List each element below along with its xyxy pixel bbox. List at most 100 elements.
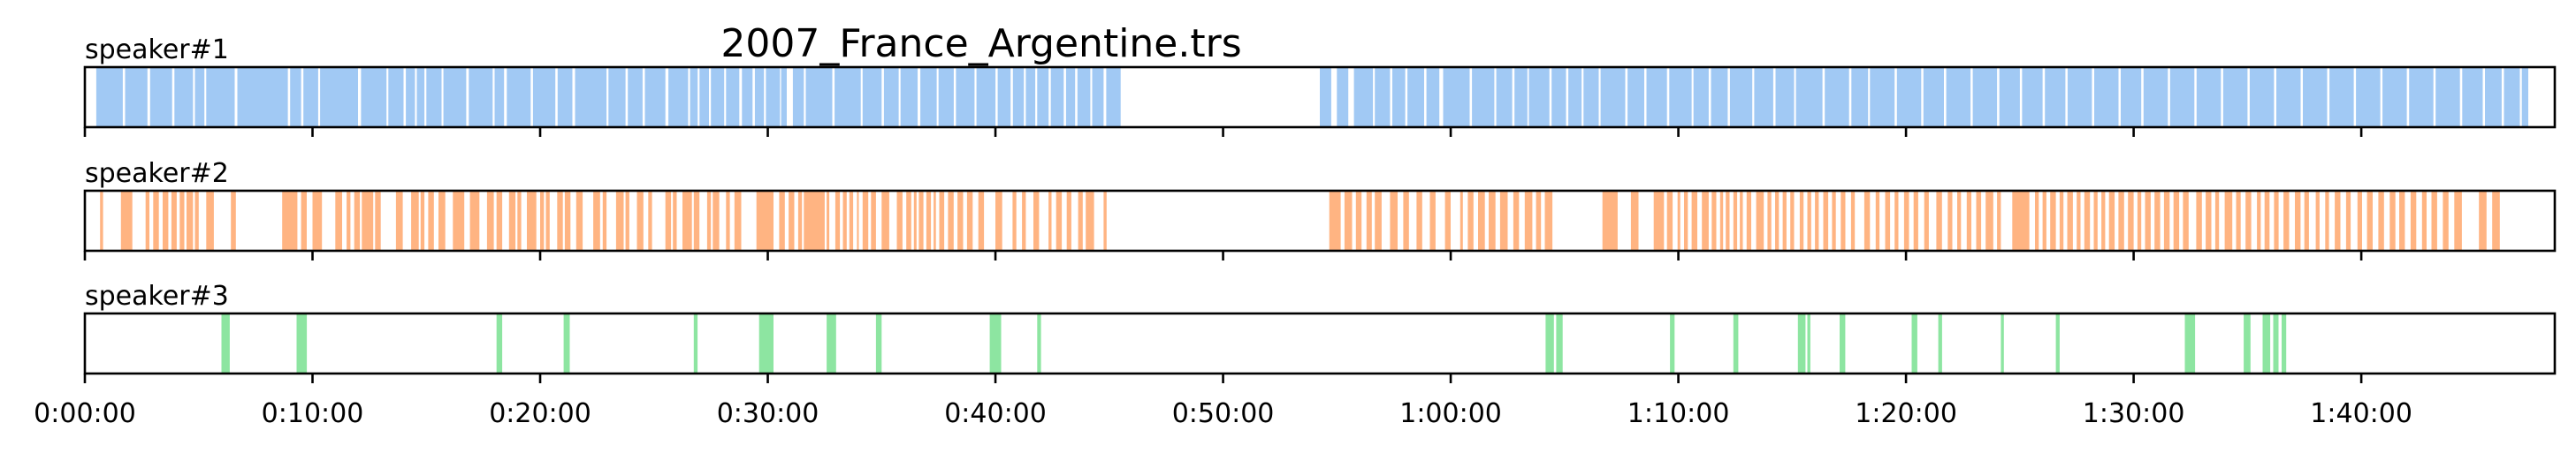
speech-segment — [644, 67, 666, 127]
speech-segment — [1459, 191, 1463, 251]
speech-segment — [469, 191, 480, 251]
speech-segment — [411, 191, 419, 251]
speech-segment — [900, 67, 918, 127]
speech-segment — [665, 191, 672, 251]
speech-segment — [335, 191, 342, 251]
speech-segment — [1078, 191, 1083, 251]
speech-segment — [2137, 191, 2142, 251]
speech-segment — [1691, 191, 1697, 251]
speech-segment — [2077, 191, 2081, 251]
speech-segment — [805, 67, 833, 127]
speech-segment — [938, 67, 954, 127]
speech-segment — [194, 67, 205, 127]
speech-segment — [1403, 191, 1409, 251]
speech-segment — [1033, 191, 1040, 251]
track-label: speaker#3 — [85, 281, 229, 312]
speech-segment — [862, 67, 882, 127]
speech-segment — [693, 191, 700, 251]
speech-segment — [2183, 191, 2189, 251]
speech-segment — [2357, 191, 2362, 251]
speech-segment — [362, 191, 374, 251]
speech-segment — [301, 191, 307, 251]
speech-segment — [699, 67, 709, 127]
speech-segment — [1896, 67, 1922, 127]
speech-segment — [2236, 191, 2241, 251]
speech-segment — [948, 191, 954, 251]
speech-segment — [758, 313, 774, 374]
speech-segment — [593, 191, 600, 251]
speech-segment — [2050, 191, 2056, 251]
speech-segment — [2245, 191, 2252, 251]
speech-segment — [766, 67, 781, 127]
speech-segment — [673, 191, 677, 251]
speech-segment — [1999, 67, 2020, 127]
speech-segment — [2409, 67, 2434, 127]
speech-segment — [2274, 191, 2279, 251]
speech-segment — [711, 67, 725, 127]
speech-segment — [1729, 67, 1753, 127]
speech-segment — [2108, 191, 2115, 251]
speech-segment — [1947, 191, 1953, 251]
speech-segment — [2067, 67, 2092, 127]
speech-segment — [1972, 67, 1998, 127]
speech-segment — [1754, 67, 1773, 127]
speech-segment — [789, 191, 795, 251]
speech-segment — [734, 191, 742, 251]
speech-segment — [171, 191, 177, 251]
speech-segment — [1355, 191, 1362, 251]
speech-segment — [1669, 67, 1692, 127]
speech-segment — [1353, 67, 1374, 127]
speech-segment — [575, 191, 583, 251]
speech-segment — [1850, 191, 1856, 251]
speech-segment — [1733, 313, 1739, 374]
speech-segment — [827, 313, 836, 374]
track-frame — [83, 65, 2557, 129]
speech-segment — [2521, 67, 2528, 127]
speech-segment — [2084, 191, 2091, 251]
speech-segment — [1443, 67, 1470, 127]
speech-segment — [2093, 191, 2098, 251]
speech-segment — [2283, 191, 2290, 251]
speech-segment — [312, 191, 323, 251]
speech-segment — [1782, 191, 1787, 251]
speech-segment — [206, 67, 235, 127]
speech-segment — [797, 191, 803, 251]
speech-segment — [508, 191, 516, 251]
x-axis: 0:00:00 0:10:00 0:20:00 0:30:00 0:40:00 0:50:… — [34, 398, 2412, 429]
speech-segment — [1375, 191, 1382, 251]
speech-segment — [2431, 191, 2437, 251]
speech-segment — [2443, 191, 2449, 251]
speech-segment — [1938, 313, 1942, 374]
speech-segment — [693, 313, 698, 374]
speech-segment — [918, 191, 924, 251]
speech-segment — [1823, 191, 1829, 251]
speech-segment — [453, 191, 465, 251]
speech-segment — [1790, 191, 1795, 251]
speech-segment — [779, 191, 785, 251]
speech-segment — [835, 67, 861, 127]
tick-label: 1:20:00 — [1855, 398, 1957, 429]
speech-segment — [2273, 313, 2279, 374]
chart-title: 2007_France_Argentine.trs — [720, 21, 1241, 66]
speech-segment — [2378, 191, 2384, 251]
speech-segment — [1894, 191, 1899, 251]
speech-segment — [713, 191, 720, 251]
speech-segment — [1022, 191, 1026, 251]
tick-label: 1:30:00 — [2083, 398, 2185, 429]
speech-segment — [375, 191, 381, 251]
speech-segment — [1733, 191, 1738, 251]
speech-segment — [1496, 67, 1513, 127]
speech-segment — [347, 191, 351, 251]
speech-segment — [2295, 191, 2301, 251]
speech-segment — [1366, 191, 1372, 251]
speech-segment — [1719, 191, 1724, 251]
speech-segment — [792, 67, 804, 127]
speech-segment — [1602, 191, 1618, 251]
speech-segment — [934, 191, 936, 251]
speech-segment — [1066, 191, 1071, 251]
speech-segment — [920, 67, 937, 127]
speech-segment — [2325, 191, 2329, 251]
speech-segment — [2276, 67, 2301, 127]
tick-label: 0:50:00 — [1172, 398, 1275, 429]
